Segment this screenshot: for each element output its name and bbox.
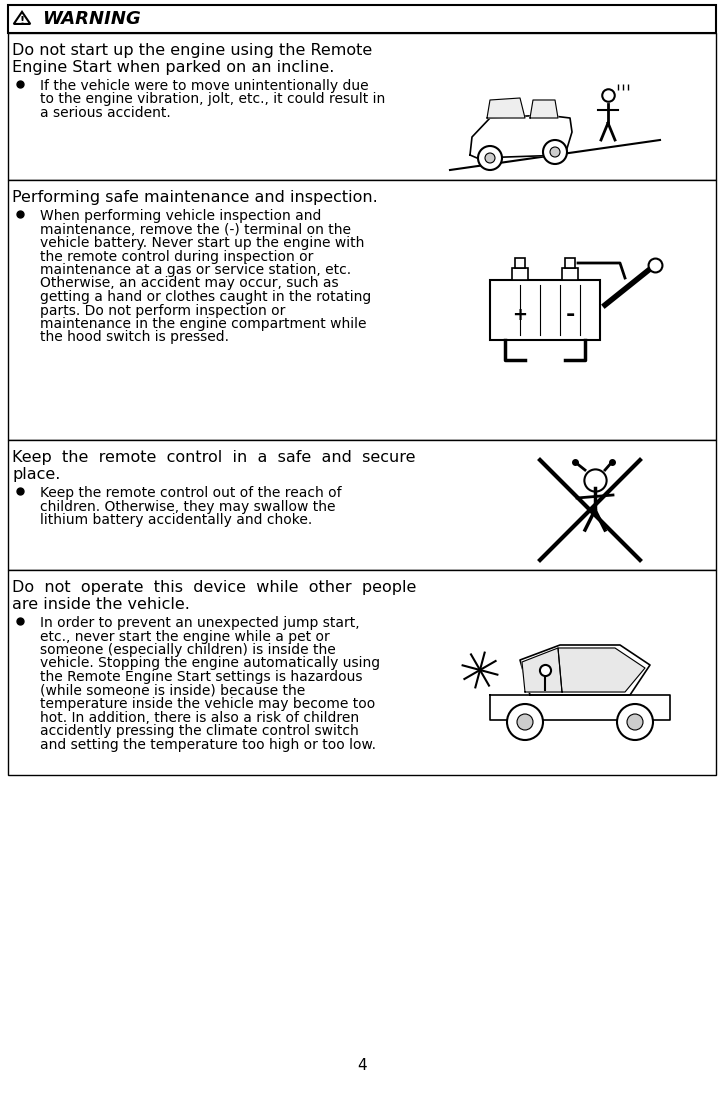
Text: Performing safe maintenance and inspection.: Performing safe maintenance and inspecti… [12, 190, 378, 205]
Bar [515, 258, 525, 268]
Text: are inside the vehicle.: are inside the vehicle. [12, 597, 190, 612]
Text: and setting the temperature too high or too low.: and setting the temperature too high or … [40, 737, 376, 751]
Text: vehicle battery. Never start up the engine with: vehicle battery. Never start up the engi… [40, 236, 364, 250]
Text: When performing vehicle inspection and: When performing vehicle inspection and [40, 210, 321, 223]
Text: place.: place. [12, 467, 60, 482]
Circle shape [485, 152, 495, 163]
Text: someone (especially children) is inside the: someone (especially children) is inside … [40, 643, 336, 657]
Polygon shape [470, 115, 572, 158]
Text: Do not start up the engine using the Remote: Do not start up the engine using the Rem… [12, 43, 372, 58]
Bar [490, 280, 600, 340]
Circle shape [517, 714, 533, 730]
Bar [8, 33, 716, 180]
Bar [8, 180, 716, 440]
Polygon shape [487, 98, 525, 118]
Circle shape [478, 146, 502, 170]
Text: getting a hand or clothes caught in the rotating: getting a hand or clothes caught in the … [40, 290, 371, 304]
Bar [512, 268, 528, 280]
Text: to the engine vibration, jolt, etc., it could result in: to the engine vibration, jolt, etc., it … [40, 92, 385, 106]
Text: parts. Do not perform inspection or: parts. Do not perform inspection or [40, 304, 285, 317]
Text: maintenance in the engine compartment while: maintenance in the engine compartment wh… [40, 317, 366, 331]
Text: lithium battery accidentally and choke.: lithium battery accidentally and choke. [40, 513, 312, 527]
Text: children. Otherwise, they may swallow the: children. Otherwise, they may swallow th… [40, 499, 335, 513]
Text: 4: 4 [357, 1058, 367, 1073]
Text: vehicle. Stopping the engine automatically using: vehicle. Stopping the engine automatical… [40, 656, 380, 670]
Circle shape [507, 704, 543, 740]
Circle shape [550, 147, 560, 157]
Text: maintenance at a gas or service station, etc.: maintenance at a gas or service station,… [40, 263, 351, 278]
Text: accidently pressing the climate control switch: accidently pressing the climate control … [40, 724, 359, 738]
Polygon shape [530, 100, 558, 118]
Text: etc., never start the engine while a pet or: etc., never start the engine while a pet… [40, 630, 329, 644]
Bar [565, 258, 575, 268]
Text: +: + [513, 306, 528, 324]
Circle shape [543, 140, 567, 163]
Text: Do  not  operate  this  device  while  other  people: Do not operate this device while other p… [12, 580, 416, 595]
Text: -: - [565, 305, 575, 325]
Text: Keep the remote control out of the reach of: Keep the remote control out of the reach… [40, 486, 342, 500]
Circle shape [617, 704, 653, 740]
Text: If the vehicle were to move unintentionally due: If the vehicle were to move unintentiona… [40, 79, 369, 93]
Text: the Remote Engine Start settings is hazardous: the Remote Engine Start settings is haza… [40, 670, 363, 685]
Circle shape [627, 714, 643, 730]
Polygon shape [522, 648, 562, 692]
Text: a serious accident.: a serious accident. [40, 106, 171, 120]
Text: hot. In addition, there is also a risk of children: hot. In addition, there is also a risk o… [40, 711, 359, 724]
Bar [8, 570, 716, 774]
Text: !: ! [20, 16, 25, 26]
Polygon shape [558, 648, 645, 692]
Bar [8, 440, 716, 570]
Bar [8, 5, 716, 33]
Polygon shape [490, 695, 670, 720]
Text: the hood switch is pressed.: the hood switch is pressed. [40, 330, 229, 344]
Text: maintenance, remove the (-) terminal on the: maintenance, remove the (-) terminal on … [40, 223, 351, 237]
Text: Engine Start when parked on an incline.: Engine Start when parked on an incline. [12, 60, 334, 75]
Bar [562, 268, 578, 280]
Polygon shape [520, 645, 650, 695]
Text: temperature inside the vehicle may become too: temperature inside the vehicle may becom… [40, 697, 375, 711]
Text: Otherwise, an accident may occur, such as: Otherwise, an accident may occur, such a… [40, 276, 339, 291]
Text: WARNING: WARNING [42, 10, 140, 29]
Text: Keep  the  remote  control  in  a  safe  and  secure: Keep the remote control in a safe and se… [12, 450, 416, 465]
Text: In order to prevent an unexpected jump start,: In order to prevent an unexpected jump s… [40, 617, 360, 630]
Text: the remote control during inspection or: the remote control during inspection or [40, 249, 313, 263]
Text: (while someone is inside) because the: (while someone is inside) because the [40, 683, 306, 698]
